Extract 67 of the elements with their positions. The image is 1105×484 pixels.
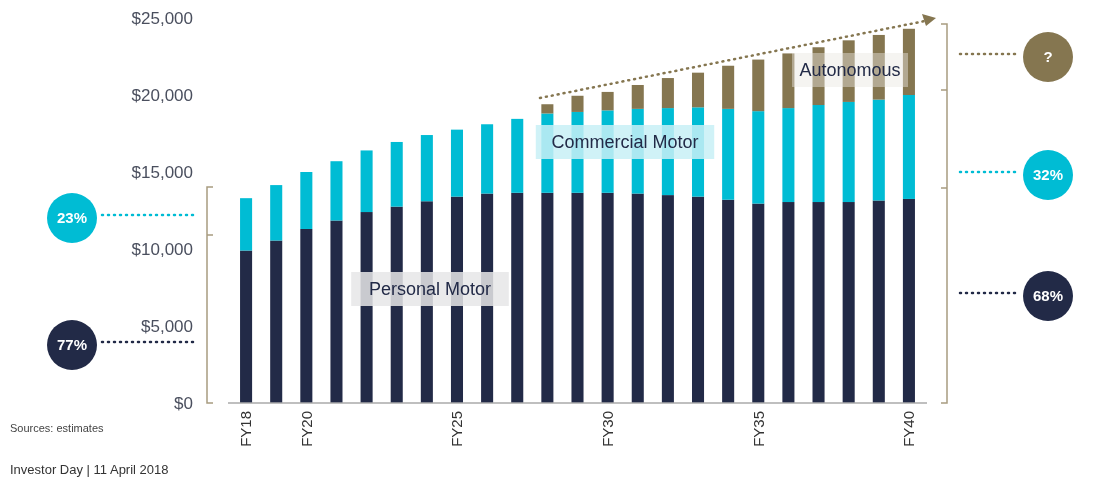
bar [842, 101, 855, 203]
bar [571, 192, 584, 403]
bar [330, 220, 343, 403]
bar [812, 202, 825, 403]
bar [782, 202, 795, 403]
text: ? [1043, 48, 1053, 66]
bar [541, 104, 554, 114]
bar [390, 141, 403, 207]
x-tick-label: FY25 [448, 411, 466, 447]
bar [240, 198, 253, 251]
bar [450, 129, 464, 197]
bar [270, 185, 283, 241]
series-label: Personal Motor [368, 279, 492, 300]
text: 68% [1032, 287, 1064, 305]
bar [752, 203, 765, 403]
series-label: Autonomous [799, 60, 901, 81]
y-tick-label: $25,000 [131, 8, 193, 28]
bar [270, 240, 283, 403]
bar [631, 193, 644, 403]
bar [661, 78, 674, 109]
text: 77% [56, 336, 88, 354]
bar [782, 108, 795, 203]
source-note: Sources: estimates [10, 422, 105, 434]
y-tick-label: $20,000 [131, 85, 193, 105]
y-tick-label: $0 [174, 393, 193, 413]
bar [722, 108, 735, 200]
bar [752, 59, 765, 112]
bar [511, 192, 524, 403]
bar [812, 105, 825, 203]
bar [601, 91, 614, 111]
bar [752, 111, 765, 204]
bar [240, 250, 253, 403]
text: 32% [1032, 166, 1064, 184]
bar [481, 124, 494, 194]
text: Investor Day | 11 April 2018 [10, 462, 169, 477]
bar [300, 228, 313, 403]
bar [601, 192, 614, 403]
bar [722, 199, 735, 403]
bar [360, 150, 373, 213]
y-tick-label: $10,000 [131, 239, 193, 259]
bar [872, 99, 885, 201]
y-tick-label: $5,000 [141, 316, 193, 336]
text: 23% [56, 209, 88, 227]
y-tick-label: $15,000 [131, 162, 193, 182]
bar [691, 196, 705, 403]
bar [691, 72, 705, 108]
bar [872, 200, 885, 403]
bar [420, 135, 433, 202]
bar [511, 118, 524, 193]
x-tick-label: FY35 [749, 411, 767, 447]
bar [541, 192, 554, 403]
bar [631, 84, 644, 109]
bar [722, 65, 735, 109]
bar [902, 28, 915, 95]
bar [300, 172, 313, 229]
x-tick-label: FY20 [297, 411, 315, 447]
series-label: Commercial Motor [551, 132, 699, 153]
x-tick-label: FY30 [598, 411, 616, 447]
x-tick-label: FY40 [900, 411, 918, 447]
bar [902, 95, 915, 199]
bar [842, 202, 855, 403]
bar [782, 53, 795, 109]
bar [571, 95, 584, 112]
bar [902, 198, 915, 403]
bar [661, 195, 674, 403]
x-tick-label: FY18 [237, 411, 255, 447]
bar [330, 161, 343, 221]
